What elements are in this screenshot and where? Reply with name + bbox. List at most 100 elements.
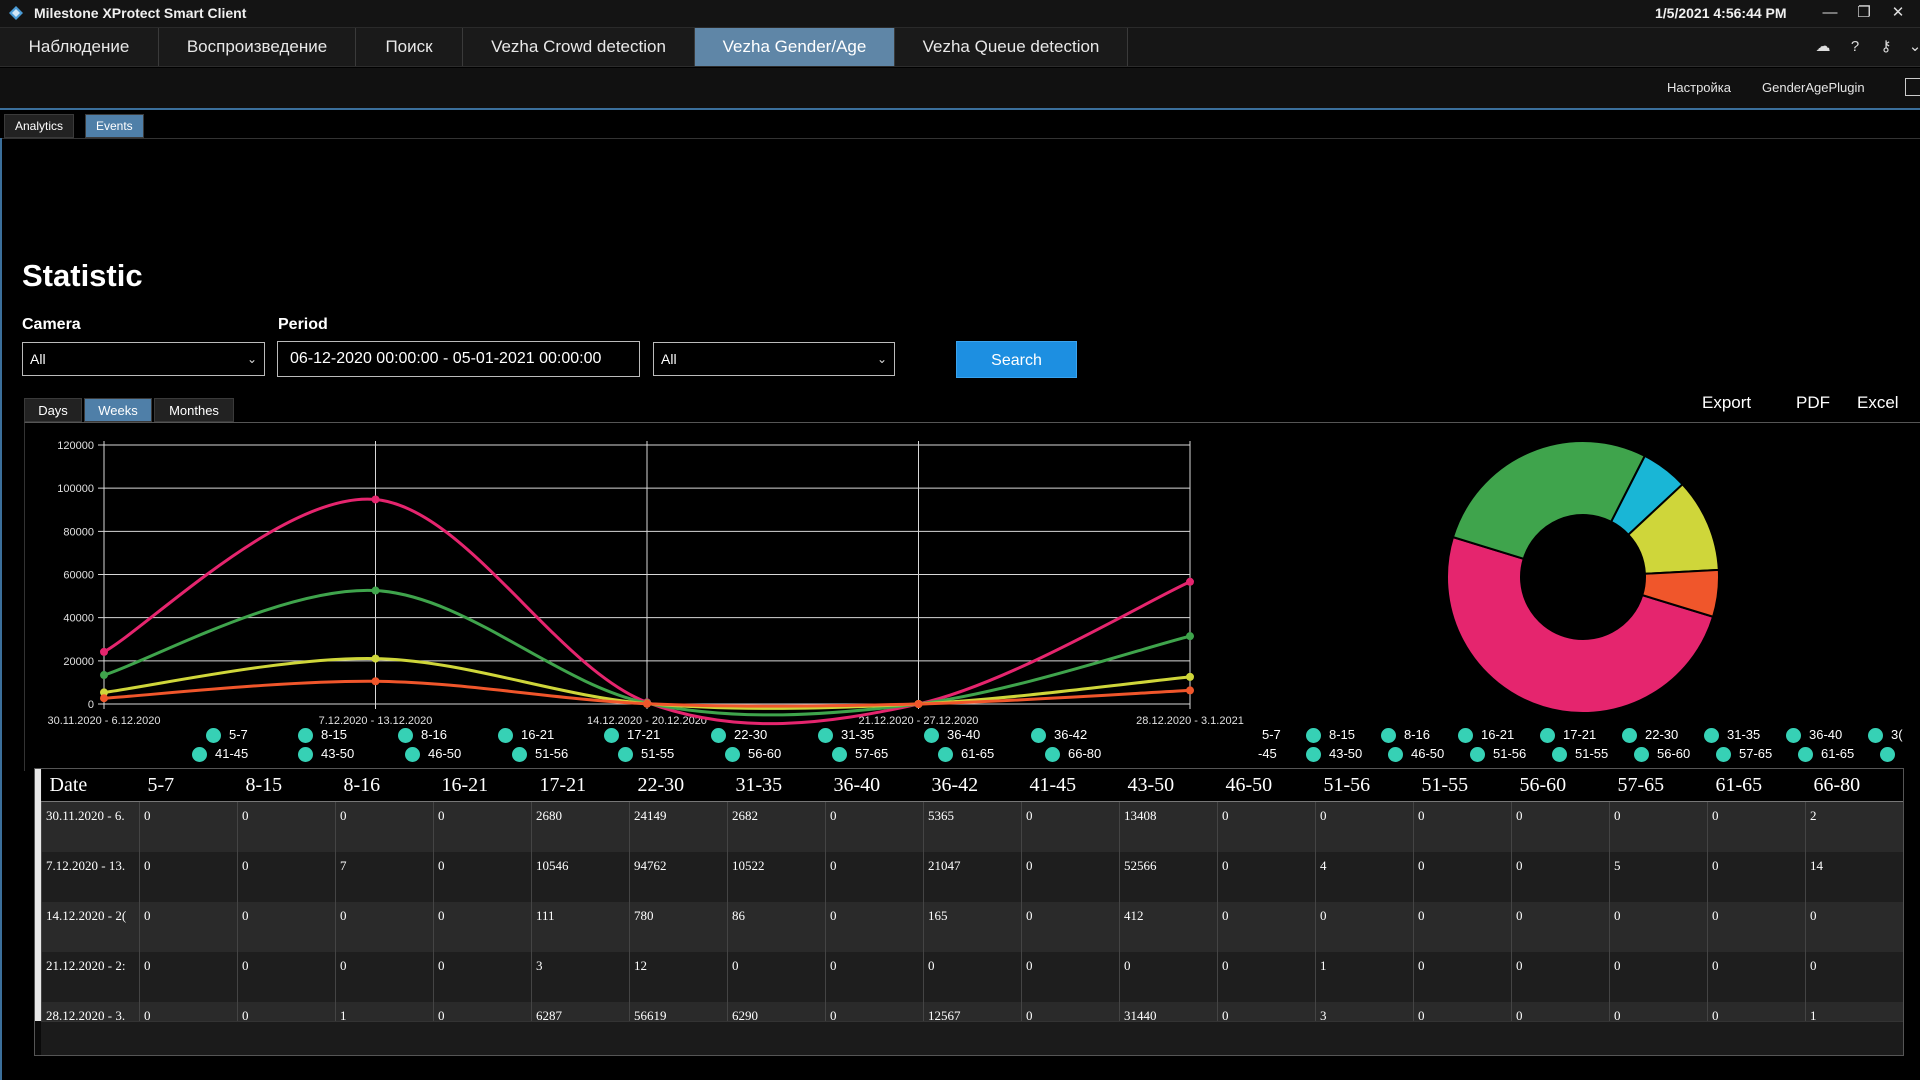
table-row[interactable]: 30.11.2020 - 6. 0 0 0 0 2680 24149 2682 0 5365 0 13… xyxy=(41,801,1903,852)
tab-queue-detection[interactable]: Vezha Queue detection xyxy=(895,28,1128,66)
column-header[interactable]: 5-7 xyxy=(139,769,238,802)
period-input[interactable]: 06-12-2020 00:00:00 - 05-01-2021 00:00:0… xyxy=(277,341,640,377)
table-cell: 0 xyxy=(825,902,924,952)
search-button[interactable]: Search xyxy=(956,341,1077,378)
export-link[interactable]: Export xyxy=(1702,393,1752,412)
table-row[interactable]: 7.12.2020 - 13. 0 0 7 0 10546 94762 10522 0 21047… xyxy=(41,852,1903,902)
chevron-down-icon[interactable]: ⌄ xyxy=(1908,38,1920,55)
plugin-link[interactable]: GenderAgePlugin xyxy=(1762,80,1865,95)
legend-item: 8-16 xyxy=(1381,727,1430,744)
tab-days[interactable]: Days xyxy=(24,398,82,422)
legend-label: 17-21 xyxy=(627,727,661,742)
minimize-icon[interactable]: — xyxy=(1822,4,1838,21)
legend-dot-icon xyxy=(206,728,221,744)
legend-dot-icon xyxy=(1868,728,1883,744)
table-cell: 0 xyxy=(825,801,924,852)
column-header[interactable]: 36-42 xyxy=(923,769,1022,802)
legend-dot-icon xyxy=(398,728,413,744)
connection-icon[interactable]: ☁ xyxy=(1815,38,1831,55)
x-tick-label: 28.12.2020 - 3.1.2021 xyxy=(1136,715,1244,727)
legend-item: 56-60 xyxy=(725,746,782,763)
legend-label: -45 xyxy=(1258,746,1277,761)
table-cell: 14 xyxy=(1805,852,1903,902)
maximize-view-icon[interactable] xyxy=(1905,78,1920,96)
legend-label: 8-15 xyxy=(1329,727,1356,742)
table-cell: 0 xyxy=(433,852,532,902)
excel-link[interactable]: Excel xyxy=(1857,393,1899,412)
column-header[interactable]: 43-50 xyxy=(1119,769,1218,802)
column-header[interactable]: 61-65 xyxy=(1707,769,1806,802)
tab-observation[interactable]: Наблюдение xyxy=(0,28,159,66)
filter-select[interactable]: All ⌄ xyxy=(653,342,895,376)
table-cell: 2682 xyxy=(727,801,826,852)
column-header[interactable]: Date xyxy=(41,769,140,802)
legend-item: 56-60 xyxy=(1634,746,1690,763)
legend-item xyxy=(1880,746,1903,763)
column-header[interactable]: 46-50 xyxy=(1217,769,1316,802)
table-row[interactable]: 14.12.2020 - 2(0 0 0 0 111 780 86 0 165 0 412 0 0 0 0 0… xyxy=(41,902,1903,952)
close-icon[interactable]: ✕ xyxy=(1891,4,1905,21)
table-cell: 0 xyxy=(139,902,238,952)
column-header[interactable]: 57-65 xyxy=(1609,769,1708,802)
legend-dot-icon xyxy=(832,747,847,763)
table-cell: 0 xyxy=(923,952,1022,1002)
legend-label: 31-35 xyxy=(841,727,875,742)
table-cell: 0 xyxy=(1511,902,1610,952)
tab-monthes[interactable]: Monthes xyxy=(154,398,234,422)
legend-label: 22-30 xyxy=(734,727,768,742)
legend-dot-icon xyxy=(405,747,420,763)
window-title: Milestone XProtect Smart Client xyxy=(34,5,247,21)
pdf-link[interactable]: PDF xyxy=(1796,393,1830,412)
legend-item: 51-55 xyxy=(618,746,674,763)
table-cell: 5 xyxy=(1609,852,1708,902)
table-cell: 0 xyxy=(1609,952,1708,1002)
data-point xyxy=(100,694,108,703)
table-row[interactable]: 21.12.2020 - 2: 0 0 0 0 3 12 0 0 0 0 0 0 1 0 0 0 0 0 xyxy=(41,952,1903,1002)
column-header[interactable]: 22-30 xyxy=(629,769,728,802)
tab-playback[interactable]: Воспроизведение xyxy=(159,28,356,66)
help-icon[interactable]: ? xyxy=(1850,38,1860,55)
legend-label: 17-21 xyxy=(1563,727,1597,742)
column-header[interactable]: 8-15 xyxy=(237,769,336,802)
column-header[interactable]: 31-35 xyxy=(727,769,826,802)
restore-icon[interactable]: ❐ xyxy=(1857,4,1871,21)
column-header[interactable]: 51-55 xyxy=(1413,769,1512,802)
table-cell: 0 xyxy=(1805,902,1903,952)
table-cell: 0 xyxy=(1413,902,1512,952)
key-icon[interactable]: ⚷ xyxy=(1880,38,1892,55)
y-tick-label: 0 xyxy=(88,699,94,711)
column-header[interactable]: 16-21 xyxy=(433,769,532,802)
legend-label: 43-50 xyxy=(321,746,355,761)
y-tick-label: 40000 xyxy=(63,613,94,625)
column-header[interactable]: 36-40 xyxy=(825,769,924,802)
tab-search[interactable]: Поиск xyxy=(356,28,463,66)
legend-item: 41-45 xyxy=(192,746,248,763)
column-header[interactable]: 56-60 xyxy=(1511,769,1610,802)
period-label: Period xyxy=(278,316,328,333)
table-cell: 0 xyxy=(1021,801,1120,852)
legend-dot-icon xyxy=(1306,728,1321,744)
date-cell: 7.12.2020 - 13. xyxy=(41,852,140,902)
tab-weeks[interactable]: Weeks xyxy=(84,398,152,422)
tab-events[interactable]: Events xyxy=(85,114,144,138)
column-header[interactable]: 51-56 xyxy=(1315,769,1414,802)
legend-label: 56-60 xyxy=(748,746,782,761)
tab-gender-age[interactable]: Vezha Gender/Age xyxy=(695,28,895,66)
column-header[interactable]: 41-45 xyxy=(1021,769,1120,802)
legend-item: 51-56 xyxy=(512,746,568,763)
tab-analytics[interactable]: Analytics xyxy=(4,114,75,138)
tab-crowd-detection[interactable]: Vezha Crowd detection xyxy=(463,28,695,66)
column-header[interactable]: 66-80 xyxy=(1805,769,1903,802)
legend-item: 8-16 xyxy=(398,727,447,744)
camera-select[interactable]: All ⌄ xyxy=(22,342,265,376)
legend-dot-icon xyxy=(1880,747,1895,763)
table-cell: 0 xyxy=(1609,902,1708,952)
settings-link[interactable]: Настройка xyxy=(1667,80,1731,95)
column-header[interactable]: 17-21 xyxy=(531,769,630,802)
table-cell: 0 xyxy=(1315,801,1414,852)
camera-label: Camera xyxy=(22,316,81,333)
table-cell: 0 xyxy=(433,902,532,952)
table-cell: 0 xyxy=(335,952,434,1002)
table-cell: 0 xyxy=(1217,952,1316,1002)
column-header[interactable]: 8-16 xyxy=(335,769,434,802)
